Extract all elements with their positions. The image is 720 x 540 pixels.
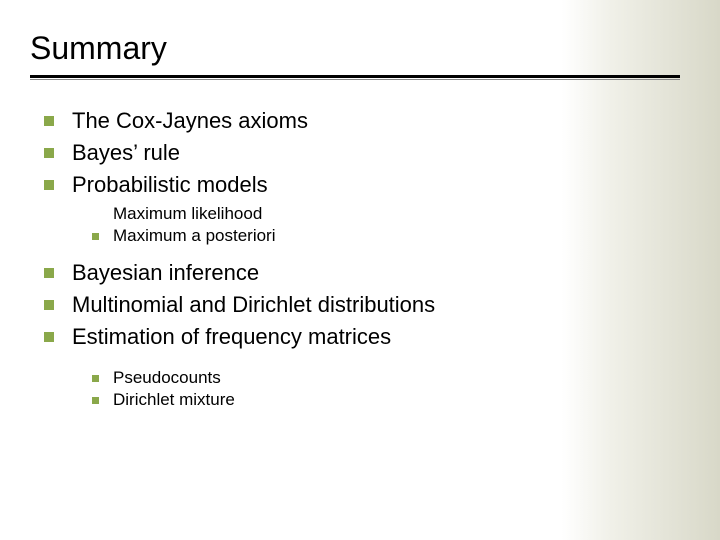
slide: Summary The Cox-Jaynes axioms Bayes’ rul… [0, 0, 720, 410]
list-item: Probabilistic models [44, 172, 680, 198]
list-item-text: Estimation of frequency matrices [72, 324, 391, 350]
list-item-text: Probabilistic models [72, 172, 268, 198]
list-subitem: Maximum likelihood [92, 204, 680, 224]
list-item: Estimation of frequency matrices [44, 324, 680, 350]
title-rule-thick [30, 75, 680, 78]
spacer [44, 248, 680, 260]
list-subitem-text: Maximum likelihood [113, 204, 262, 224]
square-bullet-icon [44, 268, 54, 278]
square-bullet-icon [44, 300, 54, 310]
square-bullet-icon [92, 397, 99, 404]
list-item: Bayes’ rule [44, 140, 680, 166]
list-item-text: Bayes’ rule [72, 140, 180, 166]
square-bullet-icon [44, 148, 54, 158]
list-item-text: Multinomial and Dirichlet distributions [72, 292, 435, 318]
square-bullet-icon [92, 375, 99, 382]
square-bullet-icon [44, 332, 54, 342]
list-subitem-text: Maximum a posteriori [113, 226, 276, 246]
list-subitem-text: Pseudocounts [113, 368, 221, 388]
square-bullet-icon [44, 116, 54, 126]
list-item: Bayesian inference [44, 260, 680, 286]
page-title: Summary [30, 30, 680, 67]
list-item: Multinomial and Dirichlet distributions [44, 292, 680, 318]
list-subitem: Dirichlet mixture [92, 390, 680, 410]
list-item-text: The Cox-Jaynes axioms [72, 108, 308, 134]
list-item-text: Bayesian inference [72, 260, 259, 286]
list-item: The Cox-Jaynes axioms [44, 108, 680, 134]
list-subitem-text: Dirichlet mixture [113, 390, 235, 410]
list-subitem: Pseudocounts [92, 368, 680, 388]
title-rule-thin [30, 79, 680, 80]
square-bullet-icon [92, 233, 99, 240]
spacer [44, 356, 680, 368]
list-subitem: Maximum a posteriori [92, 226, 680, 246]
square-bullet-icon [44, 180, 54, 190]
bullet-list: The Cox-Jaynes axioms Bayes’ rule Probab… [30, 108, 680, 410]
